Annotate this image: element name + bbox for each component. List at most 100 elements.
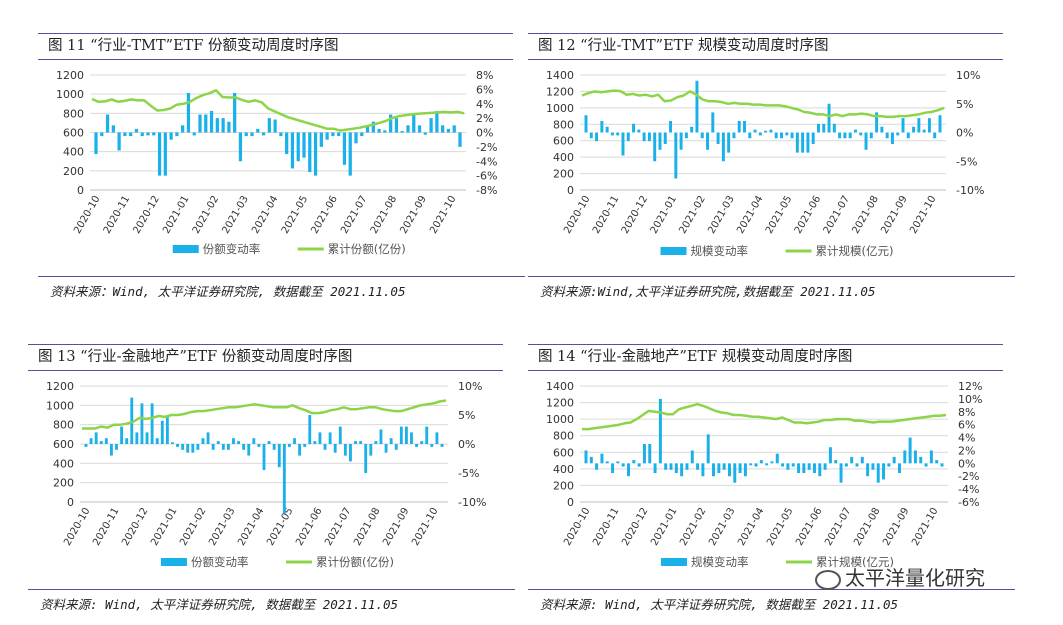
bar: [908, 437, 912, 464]
bar: [839, 463, 843, 483]
x-tick-label: 2020-12: [620, 194, 650, 236]
bar: [272, 444, 276, 450]
bar: [844, 463, 848, 467]
y-tick-right: -8%: [476, 184, 497, 197]
bar: [84, 444, 88, 447]
bar: [621, 463, 625, 467]
bar: [929, 450, 933, 464]
y-tick-left: 1200: [46, 380, 74, 393]
y-tick-right: -2%: [958, 470, 979, 483]
bar: [632, 460, 636, 464]
y-tick-left: 1200: [546, 397, 574, 410]
bar: [244, 132, 248, 137]
bar: [658, 398, 662, 464]
y-tick-left: 600: [553, 135, 574, 148]
bar: [935, 460, 939, 464]
y-tick-left: 400: [553, 463, 574, 476]
x-tick-label: 2021-10: [428, 194, 458, 236]
bar: [420, 441, 424, 444]
bar: [285, 132, 289, 155]
bar: [354, 441, 357, 444]
bar: [663, 132, 667, 144]
bar: [802, 463, 806, 473]
y-tick-left: 400: [553, 151, 574, 164]
bar: [417, 125, 422, 133]
bar: [658, 132, 662, 150]
x-tick-label: 2020-11: [591, 506, 621, 548]
bar: [181, 444, 185, 450]
bar: [769, 129, 773, 133]
bar: [130, 397, 134, 444]
bar: [875, 112, 879, 133]
bar: [237, 441, 240, 444]
y-tick-left: 0: [77, 184, 84, 197]
y-tick-right: 6%: [476, 83, 493, 96]
x-tick-label: 2021-07: [339, 194, 369, 236]
y-tick-left: 0: [567, 184, 574, 197]
bar: [423, 132, 427, 135]
legend-bar-swatch: [172, 245, 199, 253]
y-tick-left: 800: [553, 118, 574, 131]
bar: [807, 463, 811, 470]
x-tick-label: 2020-10: [562, 506, 592, 548]
bar: [616, 461, 620, 464]
x-tick-label: 2021-02: [178, 506, 208, 548]
y-tick-right: -10%: [458, 496, 486, 509]
bar: [764, 130, 768, 133]
bar: [206, 432, 210, 444]
bar: [140, 403, 144, 444]
bar: [774, 132, 778, 139]
bar: [160, 420, 164, 444]
y-tick-left: 600: [63, 127, 84, 140]
watermark: 太平洋量化研究: [815, 562, 985, 591]
y-tick-right: -10%: [956, 184, 984, 197]
bar: [770, 461, 774, 464]
bar: [394, 118, 399, 133]
y-tick-left: 1000: [46, 399, 74, 412]
x-tick-label: 2020-11: [102, 194, 132, 236]
x-tick-label: 2020-12: [132, 194, 162, 236]
bar: [328, 432, 332, 444]
y-tick-right: 10%: [458, 380, 482, 393]
bar: [379, 429, 383, 444]
x-tick-label: 2021-04: [735, 194, 765, 236]
y-tick-right: 5%: [956, 98, 973, 111]
y-tick-left: 200: [553, 479, 574, 492]
x-tick-label: 2021-05: [265, 506, 295, 548]
y-tick-left: 1200: [546, 85, 574, 98]
x-tick-label: 2021-08: [852, 506, 882, 548]
y-tick-right: -5%: [956, 155, 977, 168]
bar: [674, 132, 678, 179]
bar: [435, 110, 439, 133]
x-tick-label: 2020-12: [120, 506, 150, 548]
legend-line-label: 累计规模(亿元): [816, 244, 894, 258]
bar: [129, 132, 133, 137]
bar: [913, 450, 917, 464]
x-tick-label: 2021-08: [851, 194, 881, 236]
bar: [727, 132, 731, 153]
bar: [605, 126, 609, 133]
x-tick-label: 2021-08: [369, 194, 399, 236]
bar: [333, 444, 337, 453]
bar: [325, 132, 329, 140]
bar: [859, 132, 863, 136]
bar: [371, 121, 375, 133]
bar: [308, 132, 312, 173]
bar: [653, 463, 657, 473]
bar: [890, 132, 894, 144]
bar: [898, 463, 901, 473]
x-tick-label: 2021-03: [207, 506, 237, 548]
bar: [279, 132, 283, 137]
x-tick-label: 2021-09: [881, 506, 911, 548]
x-tick-label: 2020-11: [91, 506, 121, 548]
bar: [637, 463, 641, 467]
bar: [600, 453, 604, 464]
bar: [732, 132, 736, 139]
bar: [226, 444, 230, 450]
bar: [680, 463, 684, 477]
bar: [146, 132, 150, 136]
y-tick-left: 1200: [56, 69, 84, 82]
bar: [150, 403, 154, 444]
bar: [171, 442, 174, 444]
bar: [186, 92, 191, 133]
